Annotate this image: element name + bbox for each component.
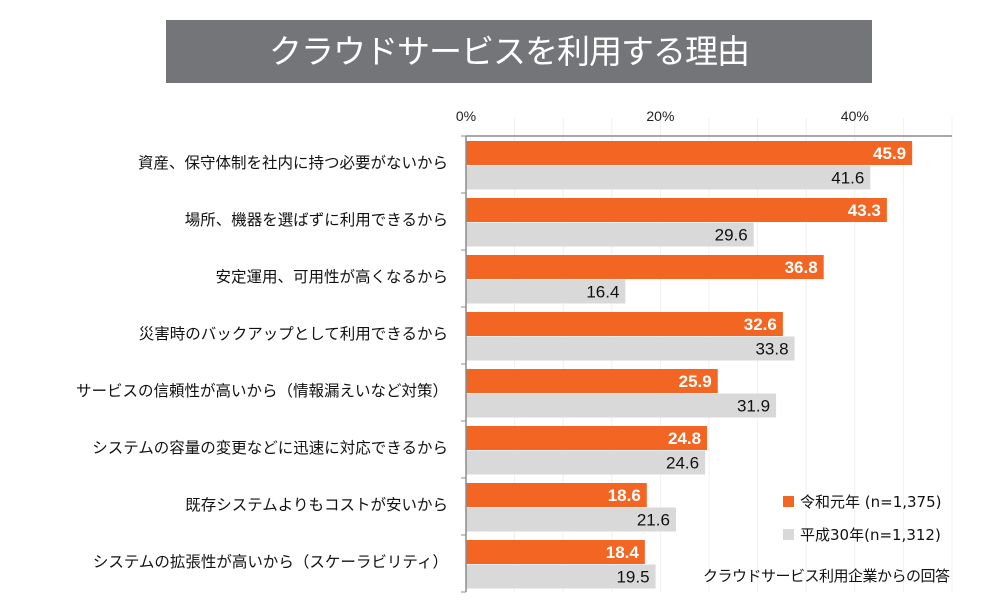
bar-heisei	[466, 507, 676, 532]
data-label: 41.6	[831, 169, 864, 188]
legend-label-reiwa: 令和元年 (n=1,375)	[800, 493, 942, 511]
data-label: 24.8	[668, 429, 701, 448]
bar-heisei	[466, 564, 656, 589]
x-axis-ticks: 0% 20% 40%	[456, 108, 869, 124]
data-label: 25.9	[679, 372, 712, 391]
legend-swatch-heisei	[783, 529, 794, 540]
bar-reiwa	[466, 255, 824, 279]
chart-title: クラウドサービスを利用する理由	[269, 32, 750, 71]
legend-swatch-reiwa	[783, 496, 794, 507]
category-label: サービスの信頼性が高いから（情報漏えいなど対策）	[76, 382, 448, 400]
data-label: 21.6	[637, 511, 670, 530]
legend-item-reiwa: 令和元年 (n=1,375)	[783, 491, 942, 512]
axes	[461, 135, 952, 593]
x-tick-label: 40%	[841, 108, 869, 124]
data-label: 31.9	[737, 397, 770, 416]
category-label: 安定運用、可用性が高くなるから	[215, 268, 448, 286]
data-label: 45.9	[873, 144, 906, 163]
bar-reiwa	[466, 312, 783, 336]
bar-reiwa	[466, 369, 718, 393]
data-label: 18.4	[606, 543, 640, 562]
bar-heisei	[466, 450, 706, 475]
bar-heisei	[466, 393, 777, 418]
data-label: 29.6	[715, 226, 748, 245]
data-label: 43.3	[848, 201, 881, 220]
bar-reiwa	[466, 141, 913, 165]
data-label: 36.8	[785, 258, 818, 277]
bar-reiwa	[466, 426, 708, 450]
x-tick-label: 20%	[646, 108, 674, 124]
category-labels: 資産、保守体制を社内に持つ必要がないから場所、機器を選ばずに利用できるから安定運…	[76, 154, 448, 571]
bar-reiwa	[466, 198, 887, 222]
bars: 45.9 41.6 43.3 29.6 36.8 16.4 32.6 33.8 25.9 31.9…	[466, 141, 913, 589]
data-label: 16.4	[586, 283, 619, 302]
chart-note: クラウドサービス利用企業からの回答	[703, 567, 950, 585]
bar-reiwa	[466, 483, 647, 507]
data-label: 19.5	[616, 568, 649, 587]
category-label: 場所、機器を選ばずに利用できるから	[185, 211, 448, 229]
data-label: 24.6	[666, 454, 699, 473]
x-tick-label: 0%	[456, 108, 476, 124]
bar-heisei	[466, 279, 626, 304]
bar-heisei	[466, 165, 871, 190]
category-label: 災害時のバックアップとして利用できるから	[139, 325, 448, 343]
data-label: 18.6	[608, 486, 641, 505]
chart-title-banner: クラウドサービスを利用する理由	[166, 20, 872, 83]
bar-heisei	[466, 222, 754, 247]
data-label: 32.6	[744, 315, 777, 334]
category-label: 資産、保守体制を社内に持つ必要がないから	[138, 154, 448, 172]
category-label: システムの容量の変更などに迅速に対応できるから	[92, 439, 448, 457]
legend-label-heisei: 平成30年(n=1,312)	[800, 526, 941, 544]
category-label: システムの拡張性が高いから（スケーラビリティ）	[93, 553, 448, 571]
bar-heisei	[466, 336, 795, 361]
category-label: 既存システムよりもコストが安いから	[185, 496, 448, 514]
bar-reiwa	[466, 540, 645, 564]
data-label: 33.8	[755, 340, 788, 359]
legend-item-heisei: 平成30年(n=1,312)	[783, 524, 941, 545]
